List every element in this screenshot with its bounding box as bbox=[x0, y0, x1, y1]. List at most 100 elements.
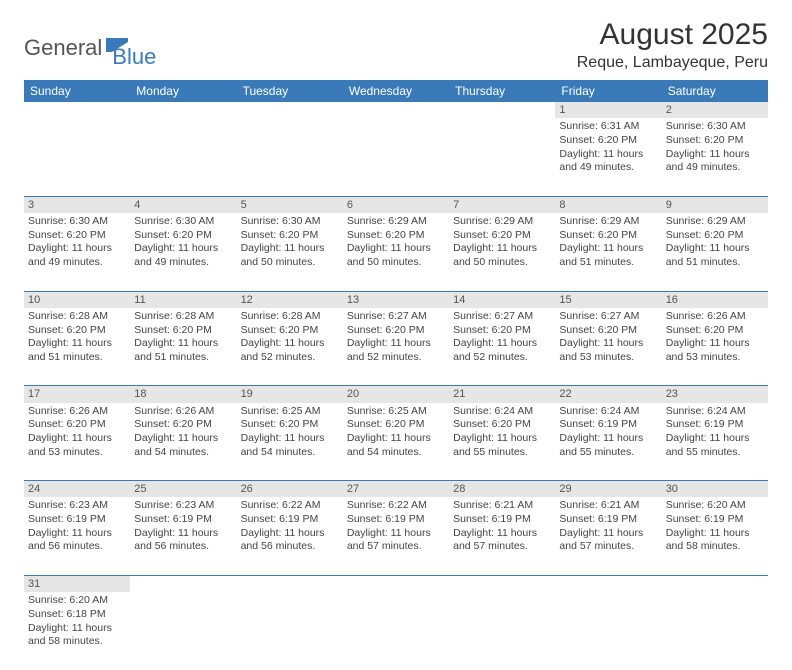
day-cell bbox=[237, 118, 343, 196]
day-number-cell: 26 bbox=[237, 481, 343, 497]
day-number-cell: 22 bbox=[555, 386, 661, 402]
day-cell: Sunrise: 6:20 AMSunset: 6:19 PMDaylight:… bbox=[662, 497, 768, 575]
day-cell: Sunrise: 6:29 AMSunset: 6:20 PMDaylight:… bbox=[662, 213, 768, 291]
weekday-header: Sunday bbox=[24, 80, 130, 102]
day-number-cell: 13 bbox=[343, 292, 449, 308]
day-number-cell: 31 bbox=[24, 576, 130, 592]
day-cell: Sunrise: 6:29 AMSunset: 6:20 PMDaylight:… bbox=[343, 213, 449, 291]
day-number-cell: 2 bbox=[662, 102, 768, 118]
day-number-cell: 12 bbox=[237, 292, 343, 308]
day-number-cell: 9 bbox=[662, 197, 768, 213]
day-cell: Sunrise: 6:24 AMSunset: 6:19 PMDaylight:… bbox=[555, 403, 661, 481]
calendar-table: SundayMondayTuesdayWednesdayThursdayFrid… bbox=[24, 80, 768, 670]
day-cell: Sunrise: 6:26 AMSunset: 6:20 PMDaylight:… bbox=[130, 403, 236, 481]
calendar-head: SundayMondayTuesdayWednesdayThursdayFrid… bbox=[24, 80, 768, 102]
day-number-cell: 25 bbox=[130, 481, 236, 497]
weekday-header: Thursday bbox=[449, 80, 555, 102]
weekday-header: Wednesday bbox=[343, 80, 449, 102]
week-row: Sunrise: 6:26 AMSunset: 6:20 PMDaylight:… bbox=[24, 403, 768, 481]
day-number-cell bbox=[343, 102, 449, 118]
logo: General Blue bbox=[24, 18, 156, 70]
day-cell: Sunrise: 6:21 AMSunset: 6:19 PMDaylight:… bbox=[555, 497, 661, 575]
header: General Blue August 2025 Reque, Lambayeq… bbox=[24, 18, 768, 72]
day-number-cell: 17 bbox=[24, 386, 130, 402]
week-row: Sunrise: 6:31 AMSunset: 6:20 PMDaylight:… bbox=[24, 118, 768, 196]
day-cell: Sunrise: 6:24 AMSunset: 6:19 PMDaylight:… bbox=[662, 403, 768, 481]
day-number-cell: 19 bbox=[237, 386, 343, 402]
day-number-cell bbox=[24, 102, 130, 118]
weekday-header: Saturday bbox=[662, 80, 768, 102]
day-cell bbox=[449, 592, 555, 670]
day-number-cell: 14 bbox=[449, 292, 555, 308]
day-number-cell bbox=[662, 576, 768, 592]
day-cell: Sunrise: 6:30 AMSunset: 6:20 PMDaylight:… bbox=[662, 118, 768, 196]
day-number-cell bbox=[555, 576, 661, 592]
week-row: Sunrise: 6:20 AMSunset: 6:18 PMDaylight:… bbox=[24, 592, 768, 670]
day-number-cell: 3 bbox=[24, 197, 130, 213]
logo-text-blue: Blue bbox=[112, 44, 156, 70]
day-number-cell bbox=[449, 102, 555, 118]
day-cell: Sunrise: 6:25 AMSunset: 6:20 PMDaylight:… bbox=[343, 403, 449, 481]
day-cell: Sunrise: 6:27 AMSunset: 6:20 PMDaylight:… bbox=[555, 308, 661, 386]
day-cell: Sunrise: 6:31 AMSunset: 6:20 PMDaylight:… bbox=[555, 118, 661, 196]
day-cell: Sunrise: 6:20 AMSunset: 6:18 PMDaylight:… bbox=[24, 592, 130, 670]
day-cell: Sunrise: 6:26 AMSunset: 6:20 PMDaylight:… bbox=[24, 403, 130, 481]
day-cell: Sunrise: 6:29 AMSunset: 6:20 PMDaylight:… bbox=[449, 213, 555, 291]
day-cell: Sunrise: 6:29 AMSunset: 6:20 PMDaylight:… bbox=[555, 213, 661, 291]
day-number-cell: 27 bbox=[343, 481, 449, 497]
day-number-cell bbox=[130, 102, 236, 118]
day-cell: Sunrise: 6:26 AMSunset: 6:20 PMDaylight:… bbox=[662, 308, 768, 386]
day-number-cell: 7 bbox=[449, 197, 555, 213]
day-cell: Sunrise: 6:30 AMSunset: 6:20 PMDaylight:… bbox=[237, 213, 343, 291]
day-cell: Sunrise: 6:28 AMSunset: 6:20 PMDaylight:… bbox=[130, 308, 236, 386]
day-number-cell: 5 bbox=[237, 197, 343, 213]
day-cell bbox=[130, 118, 236, 196]
day-cell: Sunrise: 6:27 AMSunset: 6:20 PMDaylight:… bbox=[343, 308, 449, 386]
logo-text-general: General bbox=[24, 35, 102, 61]
day-cell: Sunrise: 6:30 AMSunset: 6:20 PMDaylight:… bbox=[24, 213, 130, 291]
day-cell bbox=[343, 592, 449, 670]
day-cell bbox=[662, 592, 768, 670]
month-title: August 2025 bbox=[577, 18, 768, 52]
day-number-cell: 30 bbox=[662, 481, 768, 497]
weekday-header: Monday bbox=[130, 80, 236, 102]
day-number-cell: 16 bbox=[662, 292, 768, 308]
day-number-cell: 11 bbox=[130, 292, 236, 308]
day-number-cell bbox=[343, 576, 449, 592]
day-number-cell: 8 bbox=[555, 197, 661, 213]
day-number-cell: 29 bbox=[555, 481, 661, 497]
day-number-cell: 23 bbox=[662, 386, 768, 402]
day-number-cell: 24 bbox=[24, 481, 130, 497]
day-cell bbox=[343, 118, 449, 196]
day-number-cell bbox=[449, 576, 555, 592]
location: Reque, Lambayeque, Peru bbox=[577, 54, 768, 72]
day-cell: Sunrise: 6:28 AMSunset: 6:20 PMDaylight:… bbox=[24, 308, 130, 386]
calendar-body: 12Sunrise: 6:31 AMSunset: 6:20 PMDayligh… bbox=[24, 102, 768, 670]
day-cell: Sunrise: 6:23 AMSunset: 6:19 PMDaylight:… bbox=[24, 497, 130, 575]
day-number-cell: 6 bbox=[343, 197, 449, 213]
day-cell bbox=[555, 592, 661, 670]
day-number-cell: 18 bbox=[130, 386, 236, 402]
day-number-cell: 15 bbox=[555, 292, 661, 308]
day-cell: Sunrise: 6:22 AMSunset: 6:19 PMDaylight:… bbox=[343, 497, 449, 575]
day-number-cell bbox=[130, 576, 236, 592]
day-number-cell: 20 bbox=[343, 386, 449, 402]
day-cell: Sunrise: 6:24 AMSunset: 6:20 PMDaylight:… bbox=[449, 403, 555, 481]
day-cell bbox=[130, 592, 236, 670]
day-number-cell: 1 bbox=[555, 102, 661, 118]
day-cell: Sunrise: 6:27 AMSunset: 6:20 PMDaylight:… bbox=[449, 308, 555, 386]
day-number-cell: 4 bbox=[130, 197, 236, 213]
day-cell: Sunrise: 6:21 AMSunset: 6:19 PMDaylight:… bbox=[449, 497, 555, 575]
day-number-cell: 28 bbox=[449, 481, 555, 497]
weekday-header: Tuesday bbox=[237, 80, 343, 102]
day-cell bbox=[24, 118, 130, 196]
weekday-header: Friday bbox=[555, 80, 661, 102]
title-block: August 2025 Reque, Lambayeque, Peru bbox=[577, 18, 768, 72]
week-row: Sunrise: 6:28 AMSunset: 6:20 PMDaylight:… bbox=[24, 308, 768, 386]
day-number-cell bbox=[237, 576, 343, 592]
day-cell: Sunrise: 6:25 AMSunset: 6:20 PMDaylight:… bbox=[237, 403, 343, 481]
day-cell: Sunrise: 6:23 AMSunset: 6:19 PMDaylight:… bbox=[130, 497, 236, 575]
day-cell: Sunrise: 6:30 AMSunset: 6:20 PMDaylight:… bbox=[130, 213, 236, 291]
day-number-cell: 21 bbox=[449, 386, 555, 402]
day-cell bbox=[449, 118, 555, 196]
